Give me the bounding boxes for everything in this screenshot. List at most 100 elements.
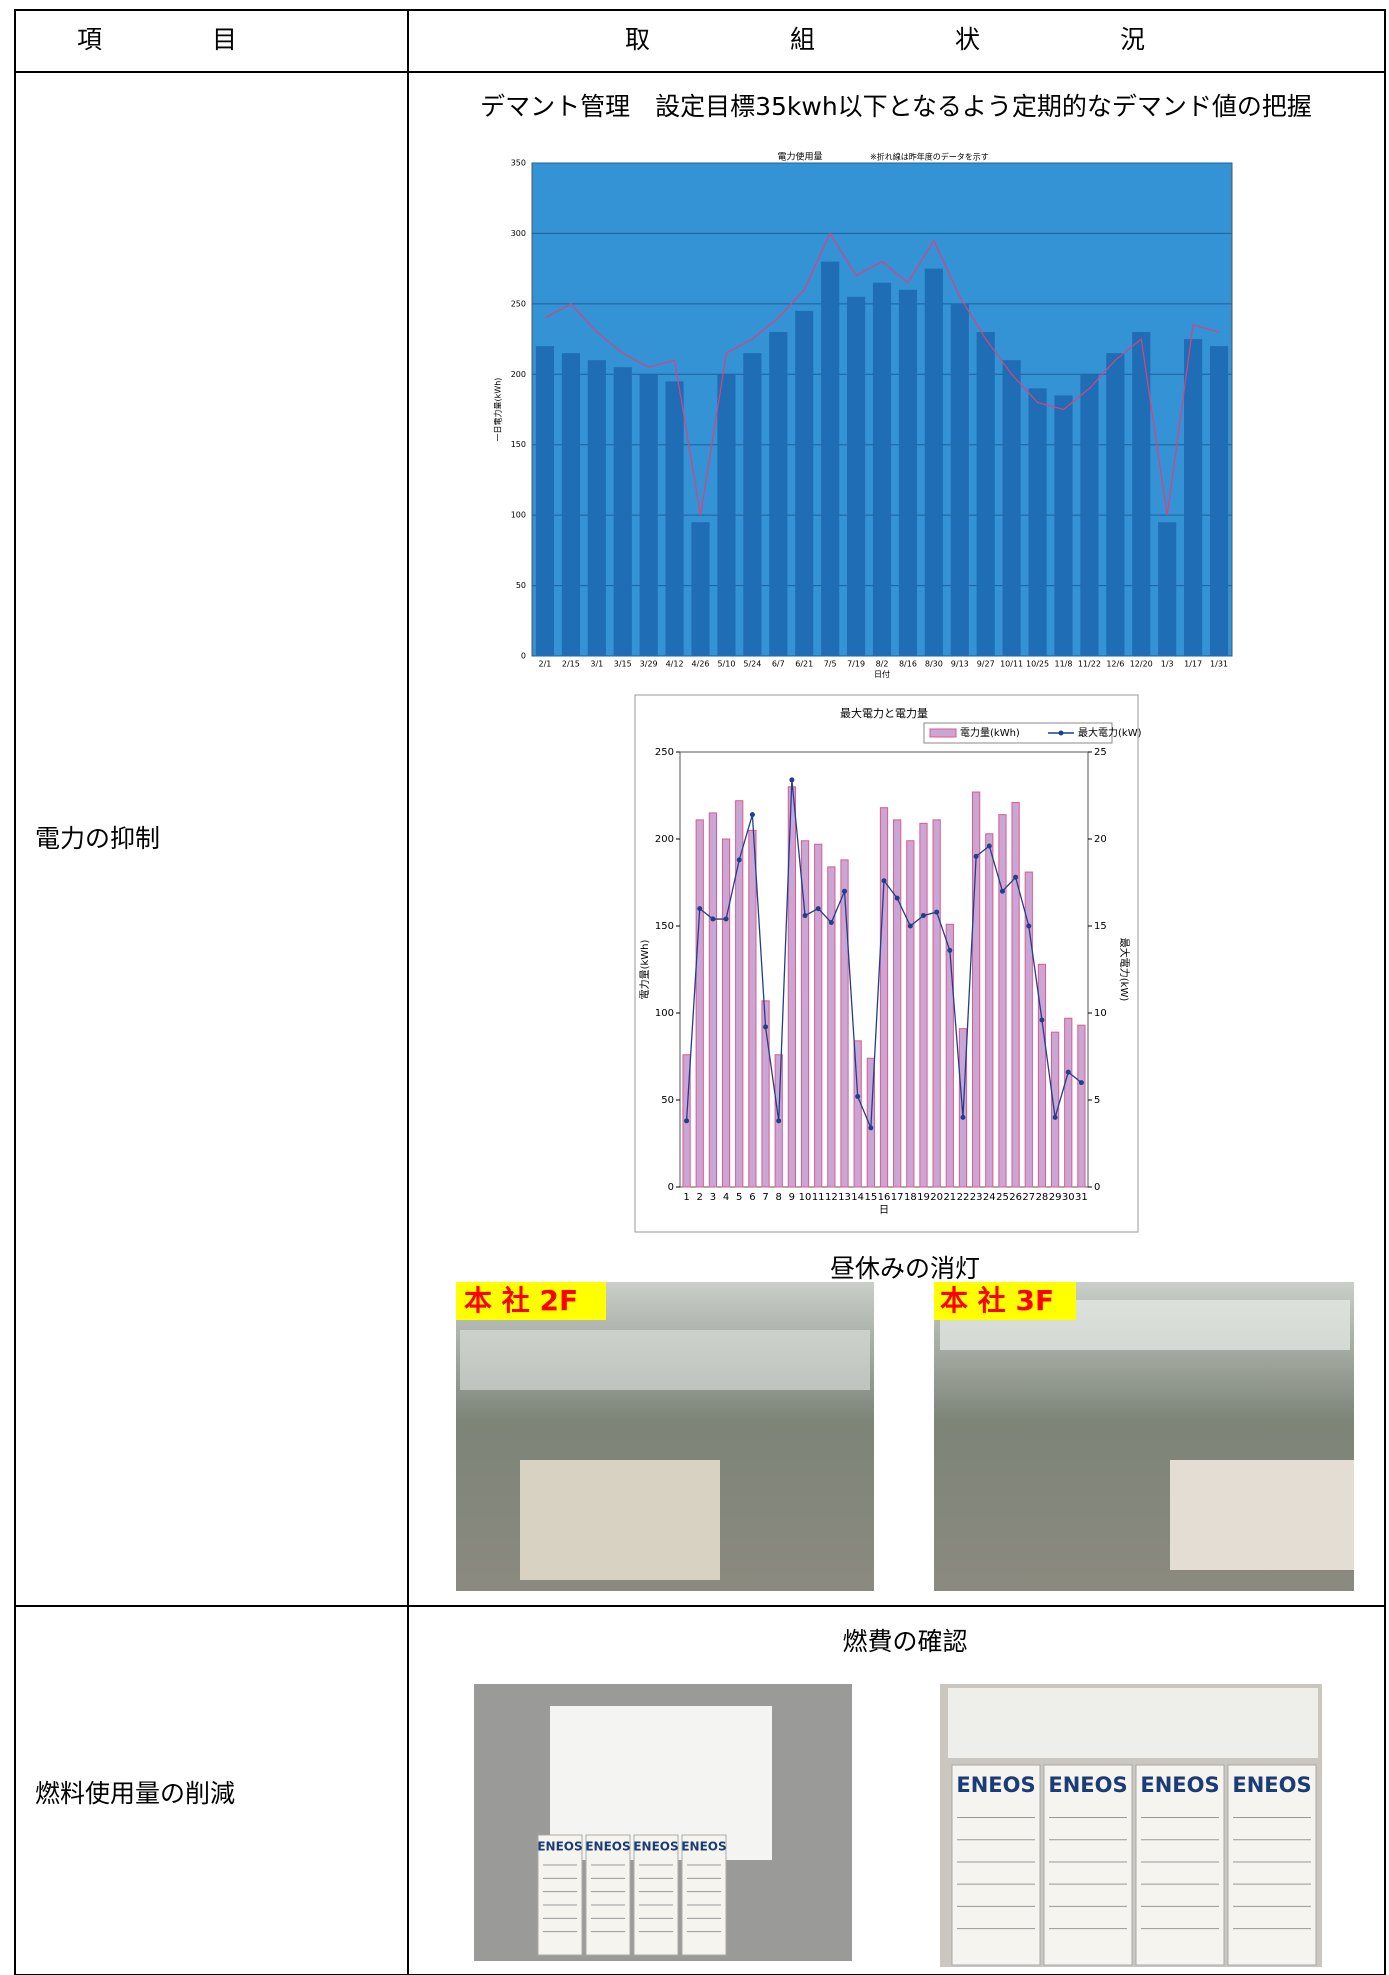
bar [906,840,915,1188]
marker [986,843,992,849]
x-tick-label: 22 [957,1192,970,1203]
y-tick-label: 200 [511,370,526,379]
x-tick-label: 7 [762,1192,768,1203]
x-tick-label: 4/26 [692,660,710,669]
marker [934,909,940,915]
x-tick-label: 25 [996,1192,1009,1203]
marker [684,1118,690,1124]
bar [998,814,1007,1188]
x-tick-label: 26 [1009,1192,1022,1203]
chart-subtitle: ※折れ線は昨年度のデータを示す [870,152,989,162]
marker [1039,1017,1045,1023]
marker [947,947,953,953]
header-status: 取組状況 [625,25,1285,54]
bar [945,923,954,1188]
legend-marker [1058,730,1064,736]
x-tick-label: 2 [697,1192,703,1203]
x-tick-label: 9 [789,1192,795,1203]
x-tick-label: 20 [930,1192,943,1203]
photo-label: 本 社 2F [464,1284,578,1317]
x-tick-label: 8/16 [899,660,917,669]
marker [920,913,926,919]
x-tick-label: 23 [970,1192,983,1203]
receipt-brand: ENEOS [585,1840,630,1854]
photo-3f: 本 社 3F [934,1282,1354,1591]
marker [749,812,755,818]
marker [960,1114,966,1120]
bar [1037,963,1047,1188]
x-tick-label: 5/24 [743,660,761,669]
x-tick-label: 5/10 [717,660,735,669]
x-tick-label: 3/29 [640,660,658,669]
bar [1050,1031,1060,1188]
x-tick-label: 11/8 [1054,660,1072,669]
marker [776,1118,782,1124]
bar [847,296,866,656]
receipt [681,1834,727,1956]
receipt [1135,1764,1225,1966]
x-tick-label: 1/31 [1210,660,1228,669]
x-tick-label: 7/19 [847,660,865,669]
x-tick-label: 10/11 [1000,660,1023,669]
bar [893,819,902,1188]
bar [919,822,928,1188]
x-tick-label: 12/20 [1130,660,1153,669]
x-tick-label: 12 [825,1192,838,1203]
bar [1132,332,1151,656]
x-tick-label: 6/7 [772,660,785,669]
y-tick-label: 300 [511,229,526,238]
marker [1078,1080,1084,1086]
x-tick-label: 17 [891,1192,904,1203]
x-tick-label: 19 [917,1192,930,1203]
photo-receipts-1: ENEOS ENEOS ENEOS ENEOS [474,1684,852,1961]
x-tick-label: 31 [1075,1192,1088,1203]
x-tick-label: 8/2 [876,660,889,669]
y-tick-label: 0 [668,1182,674,1193]
bar [1209,346,1229,656]
marker [763,1024,769,1030]
bar [1064,1017,1073,1188]
y2-tick-label: 10 [1094,1008,1107,1019]
row-heading: 燃費の確認 [842,1627,967,1656]
receipt-brand: ENEOS [956,1773,1035,1797]
marker [802,913,808,919]
bar [708,812,718,1188]
bar [972,791,981,1188]
receipt [1043,1764,1133,1966]
y-tick-label: 250 [511,299,526,308]
marker [736,857,742,863]
x-tick-label: 16 [878,1192,891,1203]
x-tick-label: 4/12 [666,660,684,669]
photo-label: 本 社 3F [940,1284,1054,1317]
x-tick-label: 28 [1036,1192,1049,1203]
line [544,232,1220,516]
marker [789,777,795,783]
receipt [951,1764,1041,1966]
bar [1077,1024,1086,1188]
row-item: 電力の抑制 [35,824,160,853]
x-tick-label: 9/27 [977,660,995,669]
y-axis-label: 一日電力量(kWh) [493,378,503,442]
x-tick-label: 3/1 [590,660,603,669]
bar [932,819,941,1188]
bar [1028,388,1047,656]
y-tick-label: 50 [661,1095,674,1106]
y2-tick-label: 20 [1094,834,1107,845]
x-tick-label: 5 [736,1192,742,1203]
x-tick-label: 7/5 [824,660,837,669]
y-tick-label: 150 [511,440,526,449]
bar [665,381,684,656]
bar [879,807,889,1188]
x-tick-label: 15 [864,1192,877,1203]
marker [697,906,703,912]
x-tick-label: 14 [851,1192,864,1203]
header-item: 項目 [77,25,347,54]
x-tick-label: 13 [838,1192,851,1203]
marker [828,920,834,926]
x-tick-label: 1/3 [1161,660,1174,669]
y-tick-label: 0 [521,652,526,661]
marker [815,906,821,912]
bar [769,332,788,656]
